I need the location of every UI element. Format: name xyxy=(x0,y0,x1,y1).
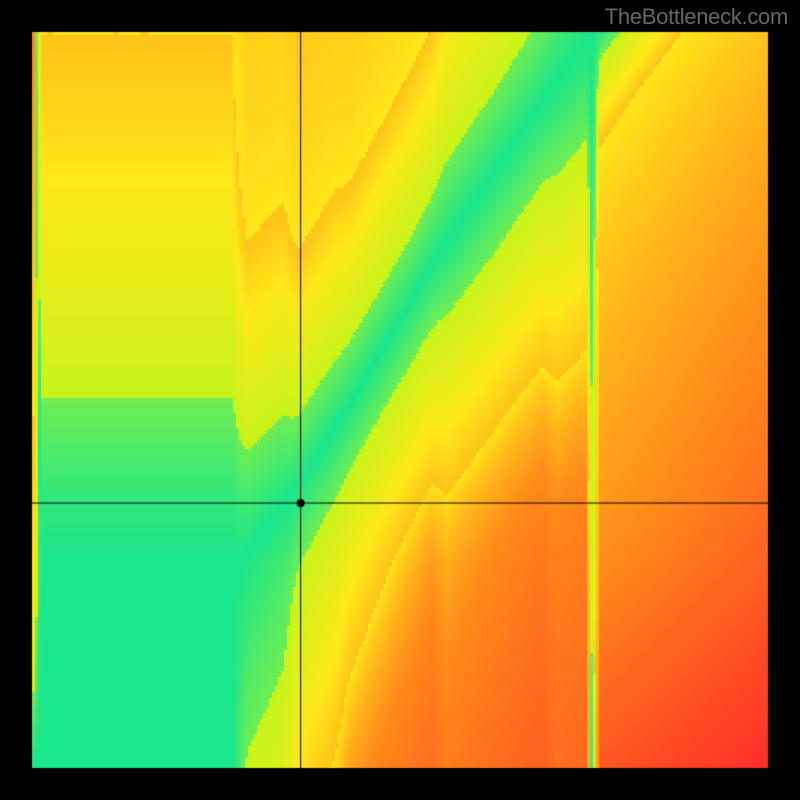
chart-container: TheBottleneck.com xyxy=(0,0,800,800)
bottleneck-heatmap xyxy=(0,0,800,800)
watermark-text: TheBottleneck.com xyxy=(605,4,788,30)
